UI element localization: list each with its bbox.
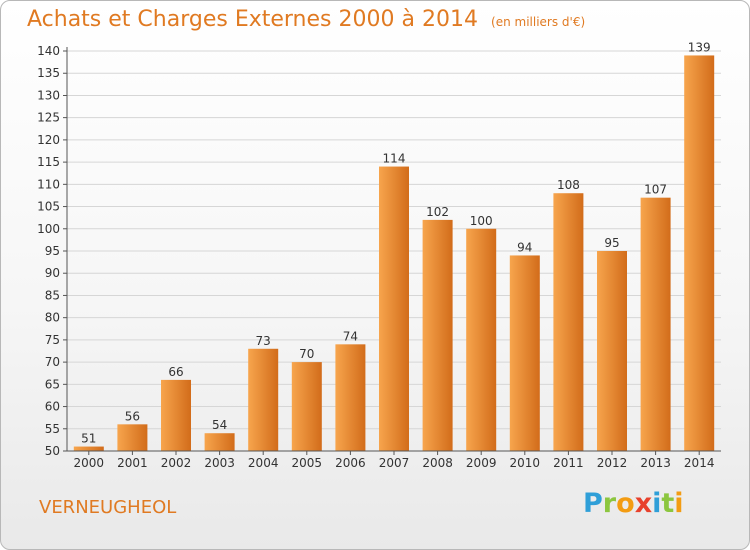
bar-2005 — [291, 362, 322, 451]
chart-title-text: Achats et Charges Externes 2000 à 2014 — [27, 7, 478, 32]
value-label: 70 — [299, 347, 314, 361]
y-tick-label: 130 — [37, 88, 60, 102]
x-tick-label: 2005 — [292, 456, 323, 470]
commune-name: VERNEUGHEOL — [39, 497, 177, 518]
logo-letter: x — [634, 488, 653, 519]
logo-letter: i — [674, 488, 684, 519]
bar-2006 — [335, 344, 366, 451]
bar-2004 — [248, 348, 279, 451]
x-tick-label: 2009 — [466, 456, 497, 470]
y-tick-label: 140 — [37, 44, 60, 58]
y-tick-label: 95 — [45, 244, 60, 258]
value-label: 100 — [470, 214, 493, 228]
chart-title: Achats et Charges Externes 2000 à 2014 (… — [27, 7, 585, 32]
labels: 50 55 60 65 70 75 80 85 90 95 100 105 110 115 120 125 13… — [37, 40, 714, 470]
value-label: 66 — [168, 365, 183, 379]
value-label: 54 — [212, 418, 227, 432]
x-tick-label: 2002 — [161, 456, 192, 470]
value-label: 51 — [81, 432, 96, 446]
axes — [63, 47, 721, 455]
value-label: 102 — [426, 205, 449, 219]
y-tick-label: 50 — [45, 444, 60, 458]
x-tick-label: 2014 — [684, 456, 715, 470]
y-tick-label: 120 — [37, 133, 60, 147]
y-tick-label: 110 — [37, 177, 60, 191]
value-label: 95 — [604, 236, 619, 250]
x-tick-label: 2012 — [597, 456, 628, 470]
bar-2009 — [466, 228, 497, 451]
logo-letter: o — [616, 488, 635, 519]
y-tick-label: 55 — [45, 422, 60, 436]
bar-2002 — [161, 379, 191, 451]
x-tick-label: 2006 — [335, 456, 366, 470]
y-tick-label: 85 — [45, 288, 60, 302]
logo-letter: r — [602, 488, 617, 519]
x-tick-label: 2007 — [379, 456, 410, 470]
x-tick-label: 2003 — [204, 456, 235, 470]
y-tick-label: 135 — [37, 66, 60, 80]
x-tick-label: 2013 — [640, 456, 671, 470]
value-label: 94 — [517, 240, 532, 254]
x-tick-label: 2010 — [510, 456, 541, 470]
y-tick-label: 75 — [45, 333, 60, 347]
bar-2008 — [422, 219, 453, 451]
bar-2007 — [379, 166, 409, 452]
y-tick-label: 105 — [37, 200, 60, 214]
x-tick-label: 2011 — [553, 456, 584, 470]
logo-letter: P — [583, 488, 603, 519]
bar-2013 — [640, 197, 671, 451]
bar-2010 — [509, 255, 540, 451]
y-tick-label: 125 — [37, 111, 60, 125]
bar-2014 — [684, 55, 715, 451]
y-tick-label: 70 — [45, 355, 60, 369]
chart-unit: (en milliers d'€) — [491, 15, 586, 29]
value-label: 139 — [688, 40, 711, 54]
y-tick-label: 90 — [45, 266, 60, 280]
value-label: 114 — [383, 152, 406, 166]
y-tick-label: 60 — [45, 400, 60, 414]
logo-letter: t — [661, 488, 675, 519]
bars — [73, 55, 715, 452]
bar-2011 — [553, 193, 584, 451]
proxiti-logo: Proxiti — [583, 488, 684, 519]
value-label: 107 — [644, 183, 667, 197]
x-tick-label: 2004 — [248, 456, 279, 470]
value-label: 56 — [125, 409, 140, 423]
bar-2012 — [597, 251, 627, 451]
value-label: 74 — [343, 329, 358, 343]
y-tick-label: 100 — [37, 222, 60, 236]
bar-2000 — [73, 446, 104, 451]
x-tick-label: 2000 — [74, 456, 105, 470]
bar-2003 — [204, 433, 235, 451]
logo-letter: i — [652, 488, 662, 519]
x-tick-label: 2008 — [422, 456, 453, 470]
y-tick-label: 65 — [45, 377, 60, 391]
bar-2001 — [117, 424, 148, 451]
value-label: 73 — [256, 334, 271, 348]
value-label: 108 — [557, 178, 580, 192]
y-tick-label: 115 — [37, 155, 60, 169]
x-tick-label: 2001 — [117, 456, 148, 470]
y-tick-label: 80 — [45, 311, 60, 325]
